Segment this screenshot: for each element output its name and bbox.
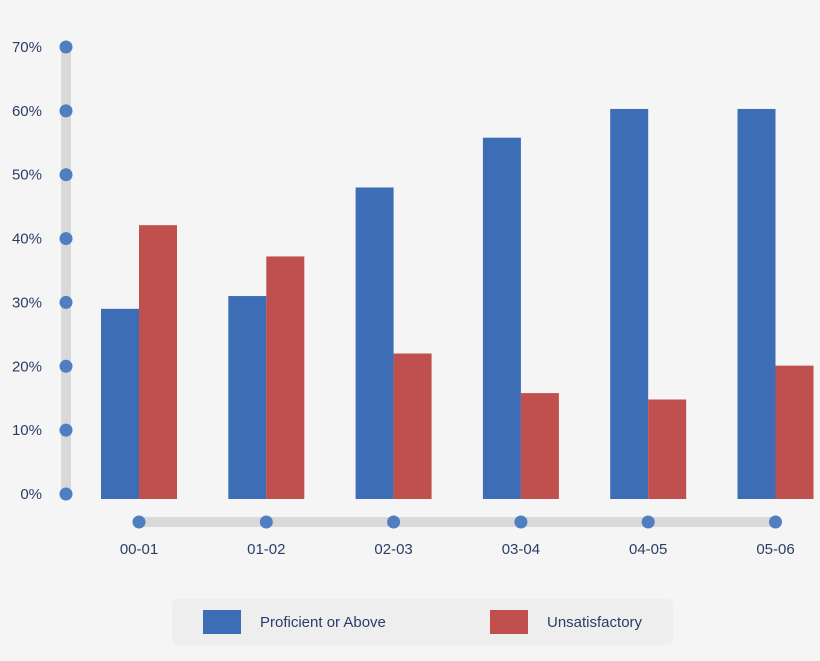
y-tick-label: 70% bbox=[12, 39, 42, 56]
x-tick-label: 01-02 bbox=[247, 541, 285, 558]
bar-unsatisfactory bbox=[648, 399, 687, 499]
y-tick-marker bbox=[59, 295, 73, 309]
bar-unsatisfactory bbox=[266, 256, 305, 499]
bar-proficient bbox=[737, 108, 776, 499]
y-tick-marker bbox=[59, 104, 73, 118]
x-axis: 00-01 01-02 02-03 03-04 04-05 05-06 bbox=[120, 515, 795, 558]
x-tick-marker bbox=[132, 515, 146, 529]
x-tick-label: 02-03 bbox=[374, 541, 412, 558]
bars bbox=[101, 108, 814, 500]
bar-unsatisfactory bbox=[139, 225, 177, 499]
y-tick-marker bbox=[59, 232, 73, 246]
bar-proficient bbox=[482, 137, 521, 500]
legend-swatch-proficient bbox=[203, 610, 241, 634]
x-tick-marker bbox=[514, 515, 528, 529]
y-tick-marker bbox=[59, 168, 73, 182]
x-tick-marker bbox=[387, 515, 401, 529]
y-tick-marker bbox=[59, 359, 73, 373]
y-tick-marker bbox=[59, 40, 73, 54]
legend-item-proficient: Proficient or Above bbox=[203, 610, 386, 634]
bar-unsatisfactory bbox=[393, 353, 432, 499]
bar-proficient bbox=[355, 187, 394, 499]
bar-proficient bbox=[101, 308, 139, 499]
y-tick-label: 30% bbox=[12, 294, 42, 311]
x-tick-label: 00-01 bbox=[120, 541, 158, 558]
legend-label-unsatisfactory: Unsatisfactory bbox=[547, 613, 643, 631]
x-tick-marker bbox=[641, 515, 655, 529]
x-tick-marker bbox=[769, 515, 782, 529]
y-tick-label: 0% bbox=[20, 486, 42, 503]
bar-unsatisfactory bbox=[520, 393, 559, 499]
y-tick-label: 60% bbox=[12, 103, 42, 120]
bar-proficient bbox=[228, 296, 267, 499]
bar-proficient bbox=[610, 108, 649, 499]
x-tick-label: 04-05 bbox=[629, 541, 667, 558]
y-tick-marker bbox=[59, 423, 73, 437]
x-tick-label: 05-06 bbox=[756, 541, 794, 558]
y-tick-label: 10% bbox=[12, 422, 42, 439]
y-tick-label: 40% bbox=[12, 231, 42, 248]
x-tick-label: 03-04 bbox=[502, 541, 540, 558]
bar-unsatisfactory bbox=[775, 365, 814, 499]
legend: Proficient or Above Unsatisfactory bbox=[172, 599, 673, 645]
y-tick-label: 50% bbox=[12, 167, 42, 184]
legend-swatch-unsatisfactory bbox=[490, 610, 528, 634]
y-tick-marker bbox=[59, 487, 73, 501]
legend-label-proficient: Proficient or Above bbox=[260, 613, 386, 631]
legend-item-unsatisfactory: Unsatisfactory bbox=[490, 610, 642, 634]
x-tick-marker bbox=[259, 515, 273, 529]
y-axis: 0% 10% 20% 30% 40% 50% 60% 70% bbox=[12, 39, 73, 503]
y-tick-label: 20% bbox=[12, 358, 42, 375]
